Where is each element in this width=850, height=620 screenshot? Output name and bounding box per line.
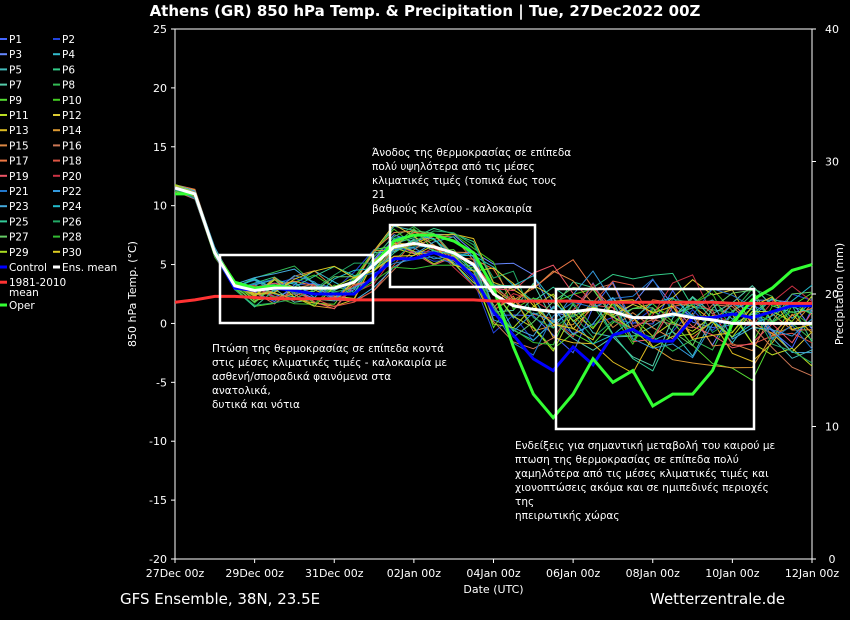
legend-label: P2 xyxy=(62,34,75,46)
y-tick-label: -15 xyxy=(149,494,167,507)
y2-tick-label: 20 xyxy=(825,288,839,301)
y-tick-label: 15 xyxy=(153,141,167,154)
legend-label: P3 xyxy=(9,49,22,61)
member-line-p26 xyxy=(174,187,813,364)
x-tick-label: 12Jan 00z xyxy=(785,567,839,580)
legend-label: P25 xyxy=(9,216,29,228)
legend-label: P5 xyxy=(9,64,22,76)
legend-label: P1 xyxy=(9,34,22,46)
legend-label: P12 xyxy=(62,110,82,122)
legend-label: P7 xyxy=(9,80,22,92)
legend-label: P6 xyxy=(62,64,75,76)
highlight-box-2 xyxy=(388,223,537,289)
y2-tick-label: 40 xyxy=(825,23,839,36)
legend-label: Ens. mean xyxy=(62,262,117,274)
chart-title: Athens (GR) 850 hPa Temp. & Precipitatio… xyxy=(149,2,701,20)
y-tick-label: 5 xyxy=(160,259,167,272)
legend-label: P29 xyxy=(9,247,29,259)
y-tick-label: -10 xyxy=(149,435,167,448)
y-tick-label: -5 xyxy=(156,376,167,389)
legend-label: P8 xyxy=(62,80,75,92)
annotation-warm-spell: Άνοδος της θερμοκρασίας σε επίπεδα πολύ υ… xyxy=(372,147,572,215)
y2-axis-label: Precipitation (mm) xyxy=(833,243,846,345)
y2-tick-label: 0 xyxy=(829,553,836,566)
legend-label: P30 xyxy=(62,247,82,259)
y-tick-label: 25 xyxy=(153,23,167,36)
legend-label: P4 xyxy=(62,49,75,61)
series-line-1981-2010-mean xyxy=(174,294,812,305)
legend-label: P11 xyxy=(9,110,29,122)
legend-label: P21 xyxy=(9,186,29,198)
legend-label: P28 xyxy=(62,232,82,244)
legend-label: Control xyxy=(9,262,47,274)
legend-label: P23 xyxy=(9,201,29,213)
series-line-ens-mean xyxy=(174,186,812,325)
annotation-near-normal: Πτώση της θερμοκρασίας σε επίπεδα κοντά σ… xyxy=(212,343,448,411)
legend-label: Oper xyxy=(9,300,35,312)
legend-label: P15 xyxy=(9,140,29,152)
x-tick-label: 10Jan 00z xyxy=(705,567,759,580)
x-tick-label: 06Jan 00z xyxy=(546,567,600,580)
x-axis-label: Date (UTC) xyxy=(463,583,523,596)
x-tick-label: 08Jan 00z xyxy=(626,567,680,580)
legend-label: P13 xyxy=(9,125,29,137)
legend-label: P14 xyxy=(62,125,82,137)
annotation-cold-outbreak: Ενδείξεις για σημαντική μεταβολή του και… xyxy=(515,440,776,522)
highlight-box-3 xyxy=(554,287,756,431)
y-tick-label: 20 xyxy=(153,82,167,95)
legend-label: P16 xyxy=(62,140,82,152)
legend-label: P27 xyxy=(9,232,29,244)
legend-label: P22 xyxy=(62,186,82,198)
x-tick-label: 31Dec 00z xyxy=(305,567,364,580)
legend-label: 1981-2010 xyxy=(9,277,66,289)
y2-tick-label: 30 xyxy=(825,156,839,169)
x-tick-label: 02Jan 00z xyxy=(387,567,441,580)
member-line-p6 xyxy=(174,185,813,343)
source-credit: Wetterzentrale.de xyxy=(650,590,786,608)
model-info: GFS Ensemble, 38N, 23.5E xyxy=(120,590,321,608)
x-tick-label: 29Dec 00z xyxy=(225,567,284,580)
legend-label: P19 xyxy=(9,171,29,183)
y-tick-label: 0 xyxy=(160,317,167,330)
member-line-p13 xyxy=(174,186,813,374)
legend-label: P9 xyxy=(9,95,22,107)
legend-label: P24 xyxy=(62,201,82,213)
x-tick-label: 27Dec 00z xyxy=(146,567,205,580)
legend-label: P20 xyxy=(62,171,82,183)
legend-label: P26 xyxy=(62,216,82,228)
highlight-box-1 xyxy=(218,253,375,325)
y2-tick-label: 10 xyxy=(825,421,839,434)
y-tick-label: -20 xyxy=(149,553,167,566)
legend-label: P17 xyxy=(9,156,29,168)
y-tick-label: 10 xyxy=(153,200,167,213)
legend-label: P18 xyxy=(62,156,82,168)
x-tick-label: 04Jan 00z xyxy=(466,567,520,580)
legend-label: P10 xyxy=(62,95,82,107)
legend-label: mean xyxy=(9,287,39,299)
y-axis-label: 850 hPa Temp. (°C) xyxy=(126,241,139,347)
